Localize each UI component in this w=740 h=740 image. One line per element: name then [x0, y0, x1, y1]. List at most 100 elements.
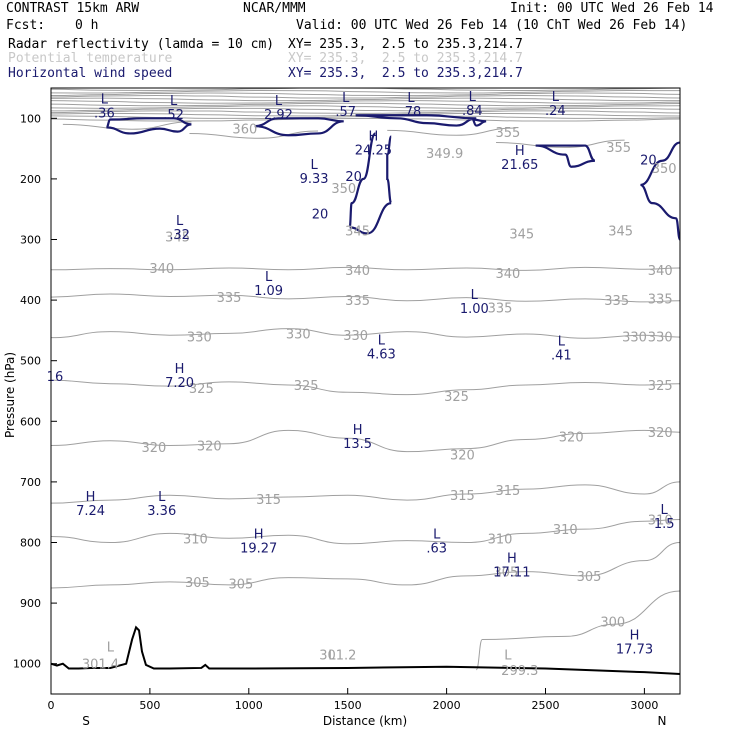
theta-contour-label: 301.2	[319, 649, 356, 664]
theta-extremum-marker: L	[504, 649, 512, 664]
theta-contour-line	[62, 121, 192, 130]
wind-extremum-value: .41	[551, 349, 572, 364]
theta-contour-label: 330	[286, 327, 311, 342]
theta-contour-label: 340	[345, 264, 370, 279]
field-potential-temperature-xy: XY= 235.3, 2.5 to 235.3,214.7	[288, 51, 523, 66]
wind-extremum-value: 1.09	[254, 284, 283, 299]
wind-extremum-type: L	[310, 158, 318, 173]
wind-extremum-value: 17.11	[493, 566, 530, 581]
wind-extremum-value: .78	[401, 105, 422, 120]
wind-contour-label: 20	[345, 170, 362, 185]
theta-contour-label: 350	[331, 182, 356, 197]
theta-contour-line	[51, 328, 680, 339]
theta-extremum-marker: L	[328, 649, 336, 664]
wind-extremum-type: L	[661, 503, 669, 518]
theta-band-line	[51, 89, 680, 94]
wind-extremum-value: .57	[335, 105, 356, 120]
wind-extremum-value: .36	[94, 106, 115, 121]
theta-contour-label: 305	[185, 576, 210, 591]
wind-extremum-value: 21.65	[501, 158, 538, 173]
wind-extremum-type: L	[407, 91, 415, 106]
x-tick-label: 3000	[630, 699, 658, 712]
wind-extremum-type: L	[101, 92, 109, 107]
theta-contour-label: 335	[345, 294, 370, 309]
theta-contour-label: 345	[165, 230, 190, 245]
theta-contour-label: 299.3	[501, 664, 538, 679]
wind-contours	[105, 114, 680, 241]
wind-contour-line	[640, 141, 680, 241]
theta-contour-line	[51, 518, 680, 545]
x-tick-label: 2000	[433, 699, 461, 712]
wind-extremum-type: L	[170, 94, 178, 109]
wind-extremum-type: L	[552, 90, 560, 105]
theta-contour-label: 345	[608, 224, 633, 239]
theta-extremum-marker: L	[107, 641, 115, 656]
init-time: Init: 00 UTC Wed 26 Feb 14	[510, 1, 714, 16]
x-tick-label: 1500	[334, 699, 362, 712]
theta-contour-label: 301.4	[82, 658, 119, 673]
wind-contour-label: 20	[312, 207, 329, 222]
wind-contour-label: 16	[47, 370, 64, 385]
wind-extremum-type: L	[275, 94, 283, 109]
forecast-hour: 0 h	[75, 18, 99, 33]
theta-contour-label: 325	[189, 382, 214, 397]
theta-contour-label: 360	[232, 123, 257, 138]
theta-contour-label: 320	[450, 449, 475, 464]
wind-extremum-type: L	[158, 490, 166, 505]
wind-contour-line	[254, 117, 344, 137]
wind-contour-line	[535, 144, 596, 168]
south-label: S	[82, 714, 90, 728]
theta-contour-label: 340	[149, 262, 174, 277]
theta-contour-label: 350	[652, 162, 677, 177]
y-tick-label: 400	[20, 294, 41, 307]
theta-contour-label: 320	[559, 430, 584, 445]
theta-contour-label: 340	[648, 264, 673, 279]
wind-contour-line	[105, 117, 192, 135]
theta-contour-line	[189, 130, 319, 139]
theta-band-line	[51, 92, 680, 97]
y-axis-label: Pressure (hPa)	[3, 352, 17, 438]
wind-extremum-value: 3.36	[147, 504, 176, 519]
theta-contour-label: 330	[622, 330, 647, 345]
wind-extremum-type: L	[176, 214, 184, 229]
x-tick-label: 0	[48, 699, 55, 712]
field-reflectivity: Radar reflectivity (lamda = 10 cm)	[8, 37, 275, 52]
theta-contour-label: 315	[496, 484, 521, 499]
model-title: CONTRAST 15km ARW	[6, 1, 140, 16]
y-tick-label: 900	[20, 597, 41, 610]
theta-contour-label: 345	[345, 224, 370, 239]
wind-extremum-value: .84	[462, 104, 483, 119]
theta-contour-line	[51, 293, 680, 303]
wind-contour-line	[348, 132, 393, 235]
wind-extremum-type: L	[433, 527, 441, 542]
theta-contour-label: 325	[444, 390, 469, 405]
wind-extremum-value: 2.92	[264, 108, 293, 123]
wind-extremum-type: H	[369, 129, 379, 144]
valid-time: Valid: 00 UTC Wed 26 Feb 14 (10 ChT Wed …	[296, 18, 688, 33]
theta-contour-label: 355	[606, 141, 631, 156]
field-wind-speed: Horizontal wind speed	[8, 66, 173, 81]
theta-contour-label: 349.9	[426, 147, 463, 162]
contour-labels: 360 355 355 349.9 350 350 345 345 345 345 340 340 34…	[47, 90, 677, 679]
theta-contour-label: 325	[648, 379, 673, 394]
theta-contour-line	[496, 139, 625, 148]
wind-extremum-type: H	[353, 423, 363, 438]
x-tick-label: 1000	[235, 699, 263, 712]
theta-contour-label: 335	[648, 292, 673, 307]
y-tick-label: 100	[20, 112, 41, 125]
wind-extremum-value: 19.27	[240, 541, 277, 556]
wind-extremum-type: L	[265, 270, 273, 285]
plot-frame	[50, 87, 681, 695]
theta-contour-label: 305	[494, 566, 519, 581]
y-tick-label: 200	[20, 173, 41, 186]
wind-contour-line	[355, 114, 477, 127]
theta-contour-label: 315	[450, 489, 475, 504]
y-tick-label: 300	[20, 234, 41, 247]
wind-extremum-type: H	[507, 552, 517, 567]
theta-band-line	[51, 117, 680, 122]
theta-contour-label: 330	[343, 329, 368, 344]
north-label: N	[658, 714, 667, 728]
wind-extremum-value: 1.5	[654, 517, 675, 532]
wind-extremum-type: H	[175, 362, 185, 377]
